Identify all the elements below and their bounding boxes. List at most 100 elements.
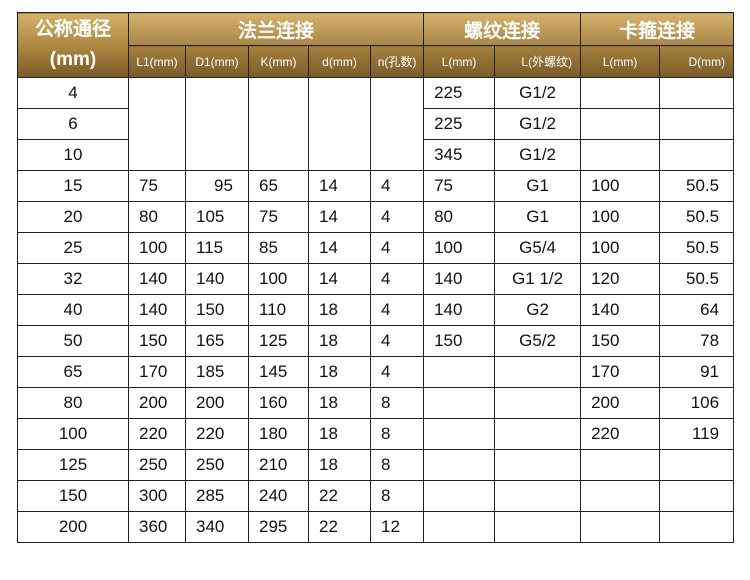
table-cell: G1/2 — [494, 77, 582, 109]
table-cell: 40 — [17, 294, 129, 326]
table-cell: 119 — [659, 418, 735, 450]
table-cell: 18 — [308, 449, 371, 481]
table-cell: 8 — [369, 480, 425, 512]
table-row: 4 225 G1/2 — [17, 77, 735, 171]
table-cell: 18 — [308, 387, 371, 419]
table-cell: 14 — [308, 170, 371, 202]
table-row: 200 360 340 295 22 12 — [17, 511, 735, 543]
table-row: 150 300 285 240 22 8 — [17, 480, 735, 512]
table-cell: 4 — [369, 294, 425, 326]
table-cell: 340 — [185, 511, 249, 543]
header-clamp: 卡箍连接 — [580, 12, 735, 46]
spec-table: 公称通径 (mm) 法兰连接 螺纹连接 卡箍连接 L1(mm) D1(mm) K(mm… — [17, 12, 735, 543]
table-row: 10 345 G1/2 — [17, 139, 735, 171]
table-cell: 100 — [580, 201, 661, 233]
table-cell: 32 — [17, 263, 129, 295]
table-cell: 210 — [248, 449, 309, 481]
table-cell: 200 — [128, 387, 186, 419]
table-cell: 225 — [423, 108, 496, 140]
header-thread: 螺纹连接 — [423, 12, 582, 46]
table-cell — [494, 449, 582, 481]
table-cell: 100 — [423, 232, 496, 264]
table-cell: 4 — [369, 263, 425, 295]
table-cell: 78 — [659, 325, 735, 357]
table-cell: 220 — [580, 418, 661, 450]
table-cell — [580, 77, 661, 109]
table-cell: 22 — [308, 480, 371, 512]
table-cell: G2 — [494, 294, 582, 326]
table-cell: G1 1/2 — [494, 263, 582, 295]
table-row: 15 75 95 65 14 4 75 G1 100 50.5 — [17, 170, 735, 202]
table-cell — [580, 108, 661, 140]
table-cell: 150 — [17, 480, 129, 512]
table-cell: 200 — [185, 387, 249, 419]
table-cell: 20 — [17, 201, 129, 233]
subheader-cell: d(mm) — [308, 45, 371, 78]
table-cell: 100 — [580, 170, 661, 202]
table-row: 25 100 115 85 14 4 100 G5/4 100 50.5 — [17, 232, 735, 264]
table-cell — [423, 356, 496, 388]
table-cell: 140 — [128, 263, 186, 295]
table-cell — [185, 77, 249, 171]
table-cell: G1/2 — [494, 108, 582, 140]
table-cell: 4 — [17, 77, 129, 109]
table-cell: 6 — [17, 108, 129, 140]
table-cell: 65 — [17, 356, 129, 388]
table-cell — [423, 418, 496, 450]
subheader-cell: L1(mm) — [128, 45, 186, 78]
table-cell: 150 — [580, 325, 661, 357]
table-cell — [369, 77, 425, 171]
table-cell: 100 — [580, 232, 661, 264]
table-cell — [423, 387, 496, 419]
table-cell: 50.5 — [659, 232, 735, 264]
table-cell: 75 — [128, 170, 186, 202]
table-cell: 91 — [659, 356, 735, 388]
table-cell: G5/2 — [494, 325, 582, 357]
table-row: 80 200 200 160 18 8 200 106 — [17, 387, 735, 419]
table-cell: 125 — [248, 325, 309, 357]
table-row: 32 140 140 100 14 4 140 G1 1/2 120 50.5 — [17, 263, 735, 295]
table-cell: 240 — [248, 480, 309, 512]
table-cell: 18 — [308, 356, 371, 388]
table-cell: 285 — [185, 480, 249, 512]
table-cell — [423, 511, 496, 543]
table-cell — [128, 77, 186, 171]
table-cell — [494, 356, 582, 388]
table-cell: 4 — [369, 232, 425, 264]
table-cell — [659, 511, 735, 543]
header-nominal-diameter: 公称通径 (mm) — [17, 12, 129, 78]
table-cell: 14 — [308, 201, 371, 233]
table-row: 65 170 185 145 18 4 170 91 — [17, 356, 735, 388]
table-cell — [580, 511, 661, 543]
table-cell: 65 — [248, 170, 309, 202]
table-cell: 140 — [580, 294, 661, 326]
table-cell: 50 — [17, 325, 129, 357]
subheader-cell: L(外螺纹) — [494, 45, 582, 78]
table-cell: 15 — [17, 170, 129, 202]
table-cell — [580, 449, 661, 481]
table-cell — [659, 449, 735, 481]
table-cell: 4 — [369, 356, 425, 388]
table-cell: 170 — [128, 356, 186, 388]
subheader-cell: L(mm) — [423, 45, 496, 78]
table-cell: 105 — [185, 201, 249, 233]
table-cell: 250 — [185, 449, 249, 481]
table-cell: 360 — [128, 511, 186, 543]
table-cell: 10 — [17, 139, 129, 171]
table-cell: 125 — [17, 449, 129, 481]
table-cell: 80 — [423, 201, 496, 233]
table-cell — [659, 77, 735, 109]
table-row: 100 220 220 180 18 8 220 119 — [17, 418, 735, 450]
table-cell: 100 — [248, 263, 309, 295]
table-cell: G1 — [494, 201, 582, 233]
table-cell: 295 — [248, 511, 309, 543]
table-cell: 12 — [369, 511, 425, 543]
table-cell: 50.5 — [659, 263, 735, 295]
table-cell — [659, 139, 735, 171]
table-row: 40 140 150 110 18 4 140 G2 140 64 — [17, 294, 735, 326]
table-cell: 80 — [17, 387, 129, 419]
table-cell: 180 — [248, 418, 309, 450]
table-cell — [659, 480, 735, 512]
table-cell: 220 — [128, 418, 186, 450]
table-cell: 170 — [580, 356, 661, 388]
